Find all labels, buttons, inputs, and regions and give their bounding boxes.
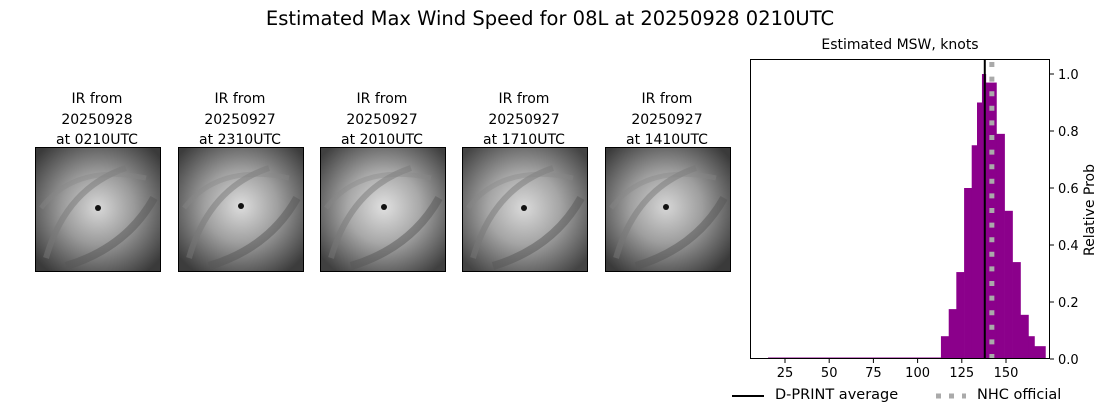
histogram-bar: [1020, 314, 1029, 359]
x-tick-label: 125: [949, 366, 974, 381]
histogram-bar: [1012, 262, 1021, 359]
ir-caption-line2: 20250927: [346, 111, 418, 128]
ir-caption-line2: 20250927: [488, 111, 560, 128]
chart-title: Estimated MSW, knots: [821, 37, 979, 53]
histogram-bar: [971, 145, 978, 359]
plot-frame: [750, 59, 1050, 359]
ir-caption-line3: at 1410UTC: [626, 132, 708, 148]
ir-satellite-image: [605, 147, 731, 272]
ir-caption-line1: IR from: [214, 91, 266, 107]
ir-caption-line3: at 2310UTC: [199, 132, 281, 148]
ir-caption-line1: IR from: [71, 91, 123, 107]
ir-caption: IR from 20250927 at 1410UTC: [587, 89, 747, 151]
y-tick-label: 1.0: [1058, 68, 1079, 83]
ir-panel: IR from 20250927 at 1410UTC: [587, 89, 747, 272]
histogram-bar: [964, 188, 973, 359]
ir-caption: IR from 20250928 at 0210UTC: [17, 89, 177, 151]
x-tick-label: 75: [865, 366, 882, 381]
y-axis-label: Relative Prob: [1082, 163, 1098, 257]
ir-satellite-image: [320, 147, 446, 272]
y-tick-label: 0.0: [1058, 353, 1079, 368]
histogram-bar: [1034, 346, 1046, 359]
ir-panel: IR from 20250927 at 2310UTC: [160, 89, 320, 272]
legend-solid-line-icon: [732, 395, 764, 397]
y-tick-label: 0.6: [1058, 182, 1079, 197]
ir-caption: IR from 20250927 at 2310UTC: [160, 89, 320, 151]
y-tick-label: 0.4: [1058, 239, 1079, 254]
ir-caption-line1: IR from: [641, 91, 693, 107]
legend-label-dprint: D-PRINT average: [775, 387, 899, 403]
ir-caption-line1: IR from: [356, 91, 408, 107]
ir-satellite-image: [35, 147, 161, 272]
histogram-bar: [1028, 336, 1035, 359]
ir-panel: IR from 20250927 at 2010UTC: [302, 89, 462, 272]
x-tick-label: 100: [905, 366, 930, 381]
histogram-bar: [948, 309, 957, 359]
ir-caption-line3: at 1710UTC: [483, 132, 565, 148]
ir-caption-line2: 20250927: [631, 111, 703, 128]
ir-panel: IR from 20250928 at 0210UTC: [17, 89, 177, 272]
histogram-bar: [956, 272, 965, 359]
legend-dotted-line-icon: [936, 393, 966, 399]
y-tick-label: 0.2: [1058, 296, 1079, 311]
ir-caption: IR from 20250927 at 2010UTC: [302, 89, 462, 151]
ir-caption-line3: at 0210UTC: [56, 132, 138, 148]
histogram-bar: [940, 336, 950, 359]
ir-panel: IR from 20250927 at 1710UTC: [444, 89, 604, 272]
ir-caption-line2: 20250928: [61, 111, 133, 128]
legend-label-nhc: NHC official: [977, 387, 1062, 403]
x-tick-label: 25: [777, 366, 794, 381]
histogram-bar: [996, 133, 1005, 359]
x-tick-label: 50: [821, 366, 838, 381]
y-tick-label: 0.8: [1058, 125, 1079, 140]
ir-caption-line3: at 2010UTC: [341, 132, 423, 148]
ir-caption-line1: IR from: [498, 91, 550, 107]
ir-satellite-image: [178, 147, 304, 272]
x-tick-label: 150: [994, 366, 1019, 381]
figure-title: Estimated Max Wind Speed for 08L at 2025…: [265, 7, 835, 30]
ir-caption-line2: 20250927: [204, 111, 276, 128]
ir-caption: IR from 20250927 at 1710UTC: [444, 89, 604, 151]
histogram-bar: [977, 102, 983, 359]
histogram-bar: [1004, 210, 1013, 359]
ir-satellite-image: [462, 147, 588, 272]
histogram-bar: [985, 82, 997, 360]
